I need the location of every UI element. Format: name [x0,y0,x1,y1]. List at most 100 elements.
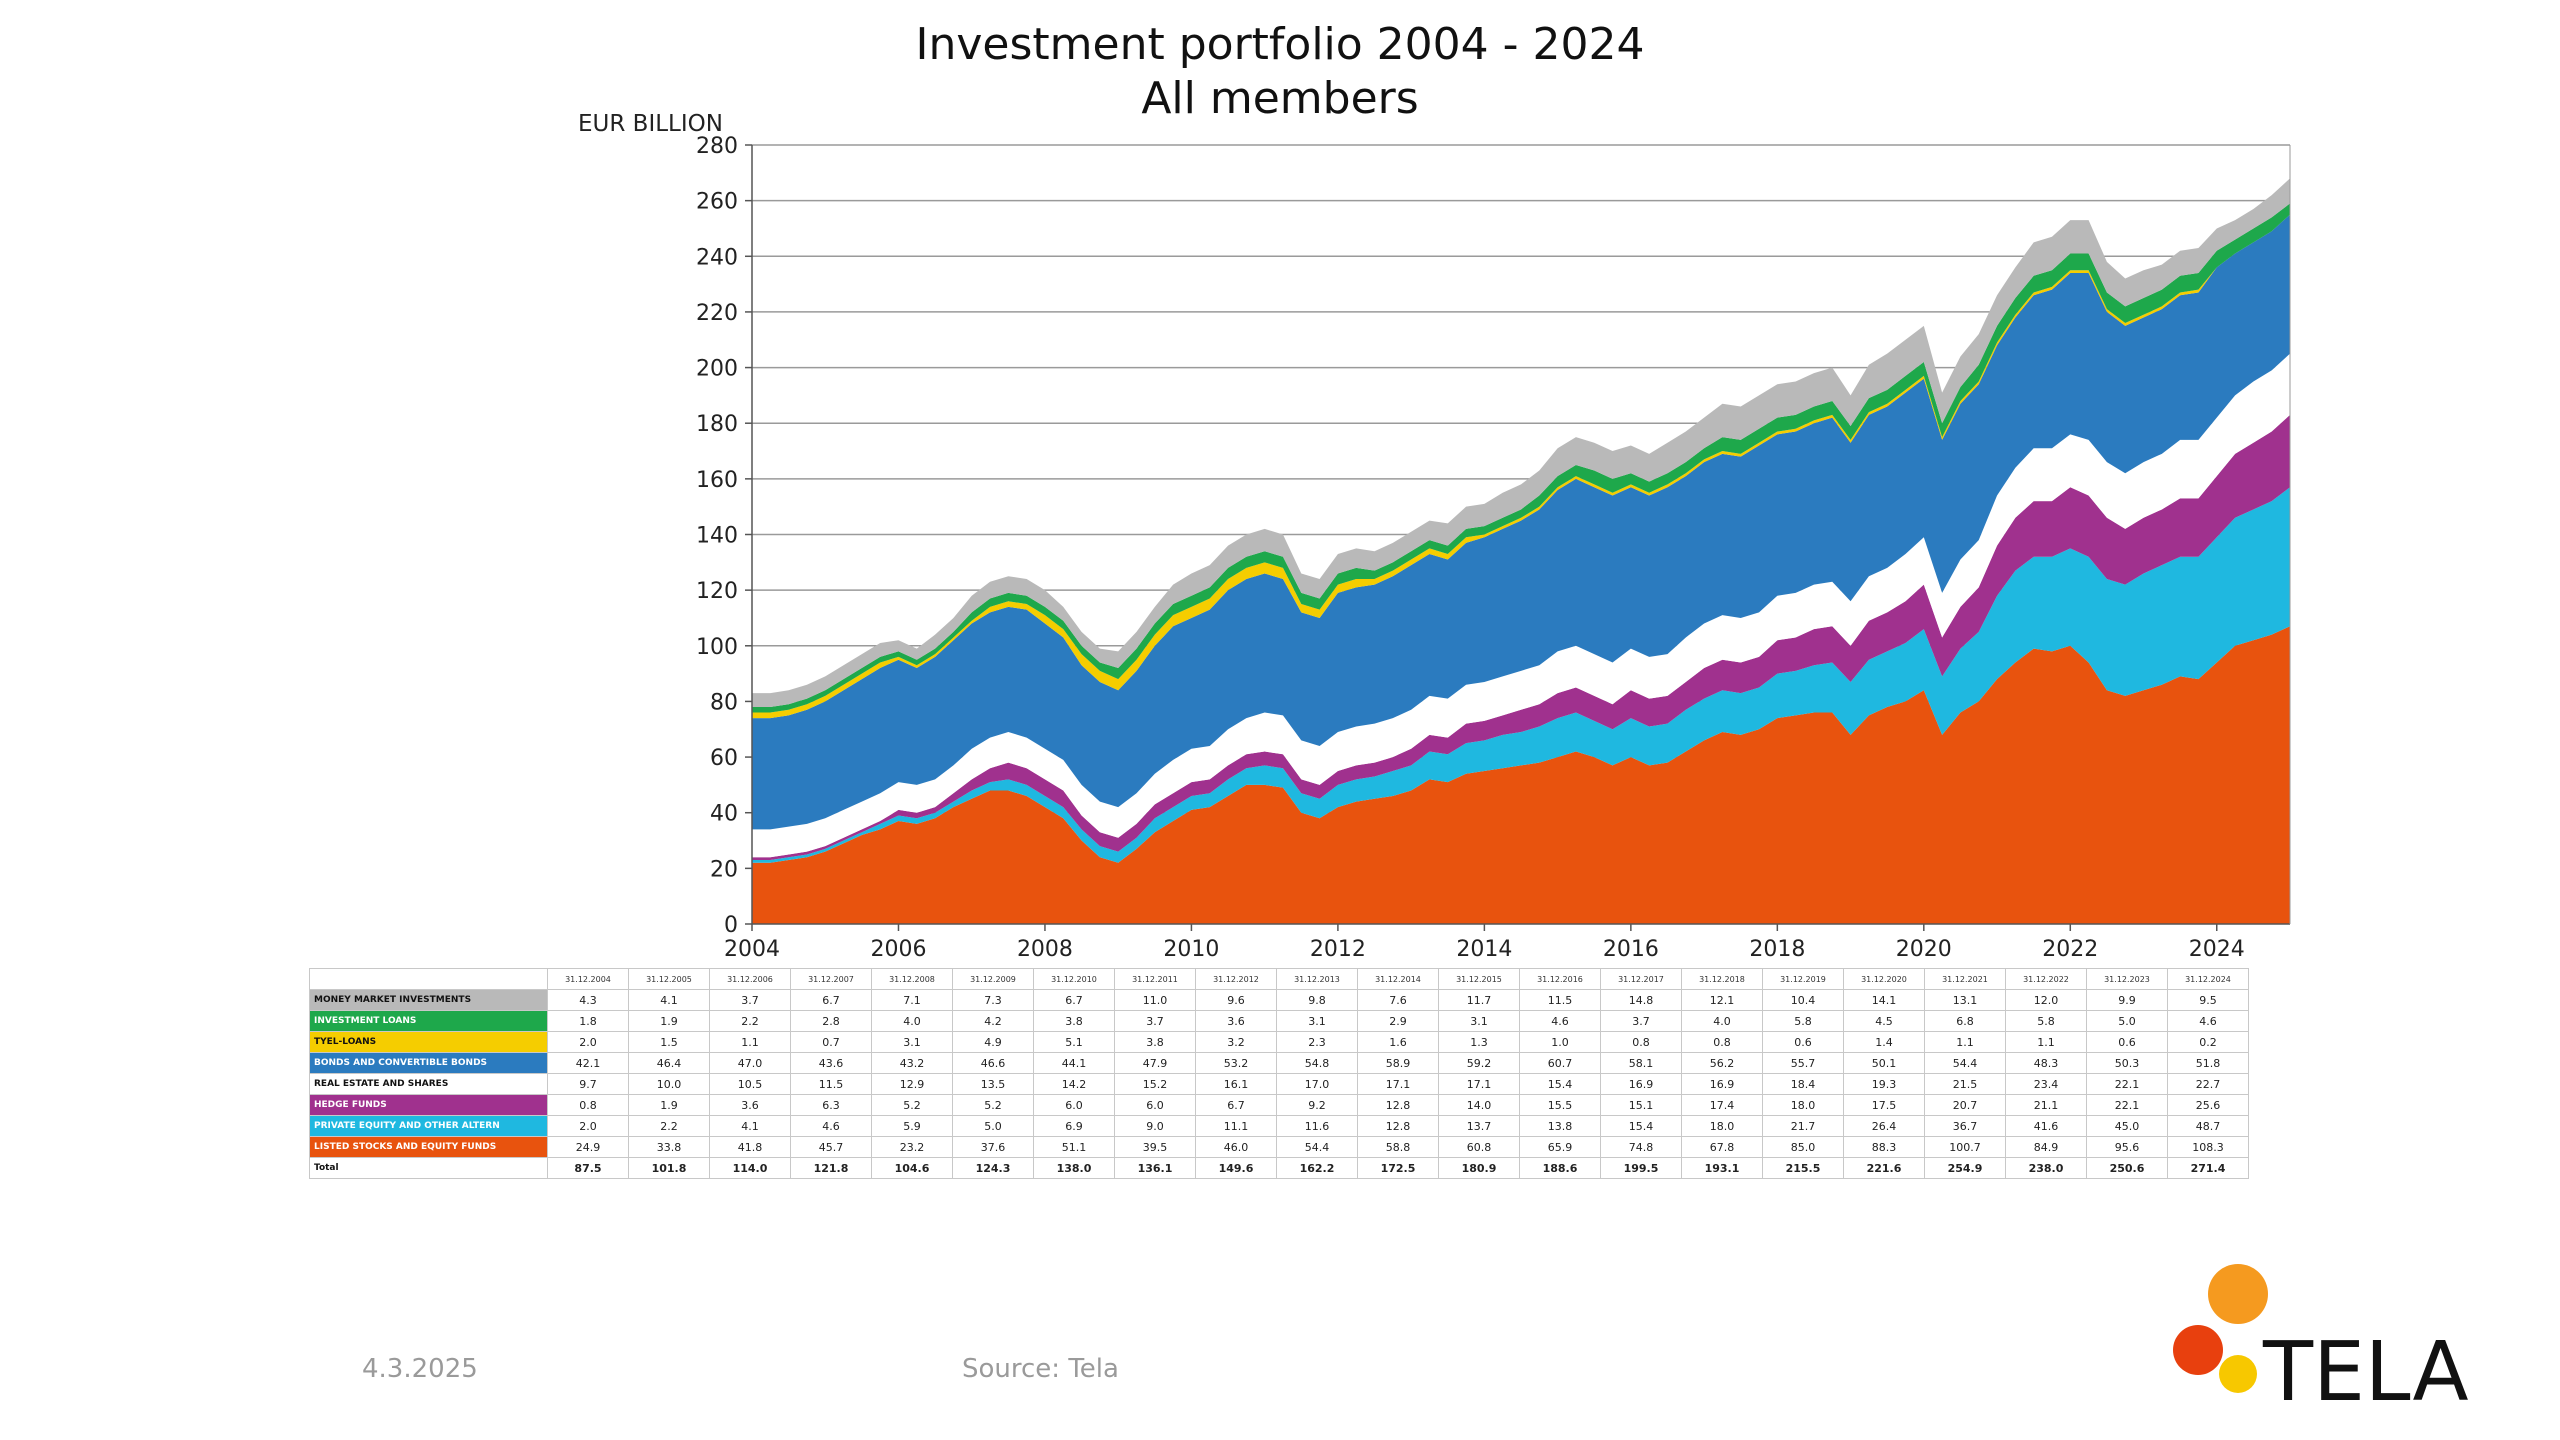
logo-yellow-circle [2219,1355,2257,1393]
table-cell: 20.7 [1924,1094,2006,1116]
table-cell: 45.7 [790,1136,872,1158]
table-cell: 17.4 [1681,1094,1763,1116]
table-cell: 4.1 [628,989,710,1011]
table-cell: 0.8 [1681,1031,1763,1053]
table-total-cell: 149.6 [1195,1157,1277,1179]
area-series-pe [752,487,2290,863]
table-cell: 4.0 [1681,1010,1763,1032]
x-tick-label-2010: 2010 [1163,937,1219,962]
table-cell: 0.8 [1600,1031,1682,1053]
y-tick-label-60: 60 [710,746,738,771]
table-cell: 3.7 [1114,1010,1196,1032]
table-body: MONEY MARKET INVESTMENTS 4.3 4.1 3.7 6.7 7.1 7… [309,989,2249,1179]
table-cell: 12.0 [2005,989,2087,1011]
table-header-cell: 31.12.2023 [2086,968,2168,990]
table-cell: 46.6 [952,1052,1034,1074]
table-row-label: MONEY MARKET INVESTMENTS [309,989,548,1011]
table-cell: 13.8 [1519,1115,1601,1137]
table-cell: 10.0 [628,1073,710,1095]
table-cell: 11.7 [1438,989,1520,1011]
table-total-cell: 180.9 [1438,1157,1520,1179]
table-row: HEDGE FUNDS 0.8 1.9 3.6 6.3 5.2 5.2 6.0 6.0 6.7 9.… [309,1094,2249,1116]
table-row-label: BONDS AND CONVERTIBLE BONDS [309,1052,548,1074]
y-tick-label-280: 280 [696,134,738,159]
table-cell: 3.1 [871,1031,953,1053]
table-cell: 3.7 [709,989,791,1011]
table-total-label: Total [309,1157,548,1179]
table-cell: 33.8 [628,1136,710,1158]
table-cell: 13.5 [952,1073,1034,1095]
table-cell: 58.1 [1600,1052,1682,1074]
footer-date: 4.3.2025 [362,1354,478,1384]
table-cell: 19.3 [1843,1073,1925,1095]
y-tick-label-40: 40 [710,802,738,827]
table-cell: 15.2 [1114,1073,1196,1095]
table-cell: 13.7 [1438,1115,1520,1137]
table-cell: 4.6 [2167,1010,2249,1032]
x-tick-label-2004: 2004 [724,937,780,962]
table-row-label: REAL ESTATE AND SHARES [309,1073,548,1095]
table-cell: 17.0 [1276,1073,1358,1095]
logo-red-circle [2173,1325,2223,1375]
table-header-cell: 31.12.2017 [1600,968,1682,990]
table-cell: 9.9 [2086,989,2168,1011]
x-tick-label-2018: 2018 [1749,937,1805,962]
table-cell: 48.7 [2167,1115,2249,1137]
table-row: REAL ESTATE AND SHARES 9.7 10.0 10.5 11.5 12.… [309,1073,2249,1095]
table-cell: 65.9 [1519,1136,1601,1158]
table-cell: 53.2 [1195,1052,1277,1074]
table-total-cell: 162.2 [1276,1157,1358,1179]
table-cell: 7.6 [1357,989,1439,1011]
table-cell: 3.2 [1195,1031,1277,1053]
table-cell: 21.7 [1762,1115,1844,1137]
table-cell: 0.8 [547,1094,629,1116]
y-tick-label-220: 220 [696,301,738,326]
stacked-areas [752,178,2290,924]
table-header-cell: 31.12.2009 [952,968,1034,990]
table-cell: 4.2 [952,1010,1034,1032]
table-cell: 43.2 [871,1052,953,1074]
table-row-label: HEDGE FUNDS [309,1094,548,1116]
table-cell: 50.3 [2086,1052,2168,1074]
table-cell: 18.0 [1762,1094,1844,1116]
table-cell: 11.6 [1276,1115,1358,1137]
table-header-cell: 31.12.2021 [1924,968,2006,990]
table-cell: 1.3 [1438,1031,1520,1053]
table-header-cell: 31.12.2018 [1681,968,1763,990]
table-cell: 4.6 [790,1115,872,1137]
y-tick-label-140: 140 [696,524,738,549]
table-cell: 5.9 [871,1115,953,1137]
x-tick-label-2020: 2020 [1896,937,1952,962]
table-cell: 48.3 [2005,1052,2087,1074]
table-cell: 12.9 [871,1073,953,1095]
table-cell: 4.5 [1843,1010,1925,1032]
table-header-cell: 31.12.2020 [1843,968,1925,990]
table-total-cell: 87.5 [547,1157,629,1179]
table-total-cell: 188.6 [1519,1157,1601,1179]
table-cell: 95.6 [2086,1136,2168,1158]
table-cell: 6.7 [1033,989,1115,1011]
table-cell: 24.9 [547,1136,629,1158]
table-cell: 9.6 [1195,989,1277,1011]
table-cell: 3.8 [1114,1031,1196,1053]
area-series-listed [752,626,2290,924]
table-header-cell: 31.12.2012 [1195,968,1277,990]
table-total-cell: 104.6 [871,1157,953,1179]
table-cell: 5.2 [952,1094,1034,1116]
table-header-cell: 31.12.2016 [1519,968,1601,990]
table-cell: 1.4 [1843,1031,1925,1053]
table-cell: 22.7 [2167,1073,2249,1095]
table-cell: 46.0 [1195,1136,1277,1158]
table-cell: 9.5 [2167,989,2249,1011]
table-cell: 60.7 [1519,1052,1601,1074]
table-cell: 36.7 [1924,1115,2006,1137]
table-cell: 2.0 [547,1031,629,1053]
table-total-row: Total 87.5 101.8 114.0 121.8 104.6 124.3 138.0 1… [309,1157,2249,1179]
table-cell: 3.8 [1033,1010,1115,1032]
table-total-cell: 193.1 [1681,1157,1763,1179]
table-cell: 47.9 [1114,1052,1196,1074]
chart-title: Investment portfolio 2004 - 2024 All mem… [0,18,2560,126]
table-cell: 45.0 [2086,1115,2168,1137]
table-cell: 11.1 [1195,1115,1277,1137]
table-cell: 12.8 [1357,1115,1439,1137]
